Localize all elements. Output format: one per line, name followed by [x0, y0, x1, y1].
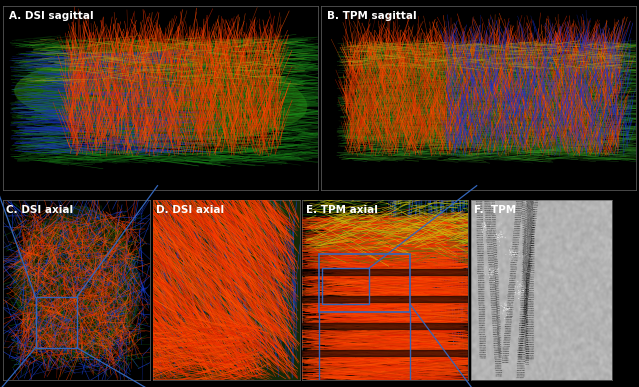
- Bar: [302, 350, 468, 356]
- Bar: [36, 297, 77, 348]
- Bar: [322, 269, 369, 305]
- Bar: [319, 254, 410, 312]
- Polygon shape: [15, 44, 307, 140]
- Text: B. TPM sagittal: B. TPM sagittal: [327, 11, 417, 21]
- Bar: [302, 324, 468, 329]
- Text: D. DSI axial: D. DSI axial: [156, 205, 224, 216]
- Polygon shape: [13, 207, 140, 358]
- Polygon shape: [153, 200, 300, 380]
- Text: C. DSI axial: C. DSI axial: [6, 205, 73, 216]
- Bar: [302, 269, 468, 275]
- Text: E. TPM axial: E. TPM axial: [305, 205, 378, 216]
- Bar: [302, 296, 468, 302]
- Text: A. DSI sagittal: A. DSI sagittal: [10, 11, 94, 21]
- Polygon shape: [346, 46, 620, 156]
- Text: F.  TPM: F. TPM: [473, 205, 516, 216]
